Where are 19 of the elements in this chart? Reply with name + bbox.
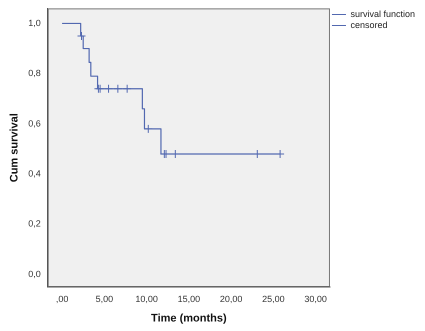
point: [94, 84, 103, 94]
legend-label: survival function: [350, 8, 415, 19]
y-tick-label: 0,6: [28, 118, 41, 128]
x-axis-title: Time (months): [151, 312, 227, 324]
x-tick-label: 25,00: [262, 294, 285, 304]
x-tick-label: 30,00: [304, 294, 327, 304]
point: [77, 32, 86, 41]
y-tick-label: 0,8: [28, 68, 41, 78]
x-tick-label: 5,00: [96, 294, 114, 304]
y-tick-label: 0,0: [28, 268, 41, 279]
x-tick-label: 10,00: [135, 294, 158, 304]
y-tick-label: 1,0: [28, 18, 41, 28]
y-tick-label: 0,2: [28, 218, 41, 229]
x-tick-label: 20,00: [220, 294, 242, 304]
y-tick-label: 0,4: [28, 168, 41, 179]
x-tick-label: 15,00: [178, 294, 200, 304]
legend-label: censored: [350, 20, 388, 30]
y-axis-title: Cum survival: [8, 113, 21, 182]
x-tick-label: ,00: [56, 294, 68, 304]
